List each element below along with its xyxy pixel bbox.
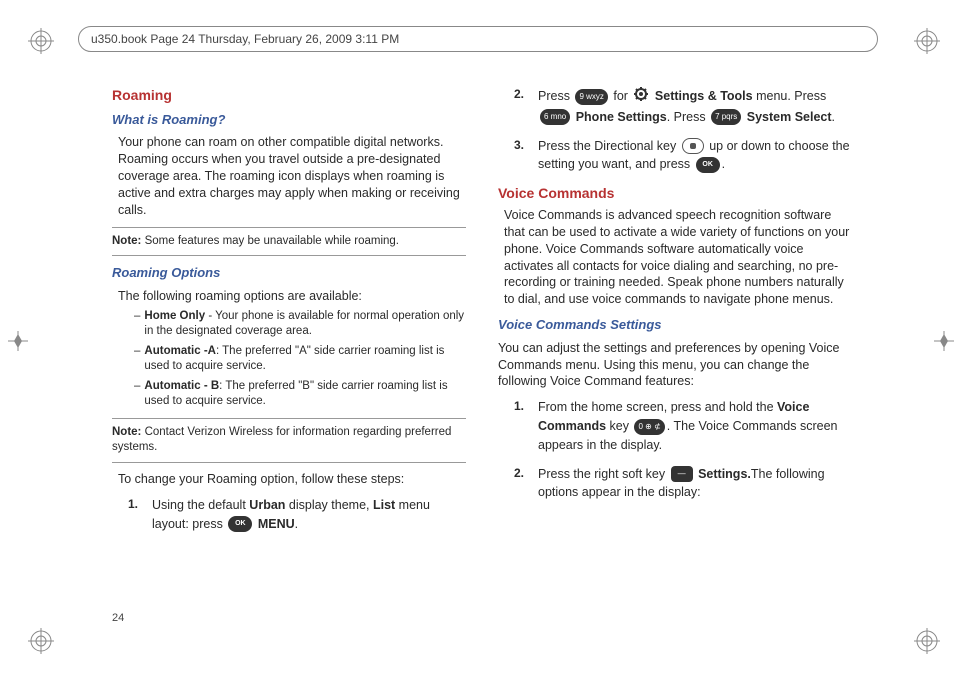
step-body: Press the Directional key up or down to … bbox=[538, 137, 852, 175]
note-text: Some features may be unavailable while r… bbox=[141, 235, 399, 247]
opt-label: Home Only bbox=[144, 310, 205, 322]
option-automatic-b: – Automatic - B: The preferred "B" side … bbox=[134, 379, 466, 410]
page-content: Roaming What is Roaming? Your phone can … bbox=[112, 86, 852, 543]
vc-step-2: 2. Press the right soft key — Settings.T… bbox=[514, 465, 852, 503]
key-9-icon: 9 wxyz bbox=[575, 89, 607, 105]
text: Press the Directional key bbox=[538, 139, 680, 153]
step-body: Press 9 wxyz for Settings & Tools menu. … bbox=[538, 86, 852, 127]
roaming-step-2: 2. Press 9 wxyz for Settings & Tools men… bbox=[514, 86, 852, 127]
text: . bbox=[832, 110, 835, 124]
voice-commands-settings-body: You can adjust the settings and preferen… bbox=[498, 340, 852, 391]
crop-mark-tr bbox=[914, 28, 940, 54]
system-select-label: System Select bbox=[743, 110, 831, 124]
text: display theme, bbox=[285, 498, 373, 512]
ok-key-icon: OK bbox=[228, 516, 252, 532]
what-is-roaming-heading: What is Roaming? bbox=[112, 111, 466, 129]
gear-icon bbox=[633, 86, 649, 108]
text: Press the right soft key bbox=[538, 467, 669, 481]
roaming-steps: 1. Using the default Urban display theme… bbox=[128, 496, 466, 534]
text: . Press bbox=[667, 110, 709, 124]
menu-label: MENU bbox=[254, 517, 294, 531]
dash-icon: – bbox=[134, 379, 140, 410]
opt-label: Automatic -A bbox=[144, 345, 216, 357]
step-number: 2. bbox=[514, 86, 538, 102]
note-roaming-features: Note: Some features may be unavailable w… bbox=[112, 227, 466, 257]
voice-commands-steps: 1. From the home screen, press and hold … bbox=[514, 398, 852, 502]
opt-label: Automatic - B bbox=[144, 380, 219, 392]
text: . bbox=[295, 517, 298, 531]
option-automatic-a: – Automatic -A: The preferred "A" side c… bbox=[134, 344, 466, 375]
note-preferred-systems: Note: Contact Verizon Wireless for infor… bbox=[112, 418, 466, 463]
crop-mark-tl bbox=[28, 28, 54, 54]
key-0-icon: 0 ⊕ ⊄ bbox=[634, 419, 664, 435]
key-6-icon: 6 mno bbox=[540, 109, 570, 125]
text: Press bbox=[538, 89, 573, 103]
roaming-options-list: – Home Only - Your phone is available fo… bbox=[134, 309, 466, 410]
page-number: 24 bbox=[112, 612, 124, 624]
text: menu. Press bbox=[753, 89, 827, 103]
key-7-icon: 7 pqrs bbox=[711, 109, 741, 125]
crop-mark-bl bbox=[28, 628, 54, 654]
crop-mark-br bbox=[914, 628, 940, 654]
note-label: Note: bbox=[112, 235, 141, 247]
softkey-icon: — bbox=[671, 466, 693, 482]
voice-commands-heading: Voice Commands bbox=[498, 184, 852, 203]
vc-step-1: 1. From the home screen, press and hold … bbox=[514, 398, 852, 454]
list-label: List bbox=[373, 498, 395, 512]
registration-mark-left bbox=[8, 331, 28, 351]
directional-key-icon bbox=[682, 138, 704, 154]
registration-mark-right bbox=[934, 331, 954, 351]
what-is-roaming-body: Your phone can roam on other compatible … bbox=[118, 134, 466, 218]
dash-icon: – bbox=[134, 344, 140, 375]
roaming-options-intro: The following roaming options are availa… bbox=[118, 288, 466, 305]
text: for bbox=[610, 89, 632, 103]
right-column: 2. Press 9 wxyz for Settings & Tools men… bbox=[498, 86, 852, 543]
phone-settings-label: Phone Settings bbox=[572, 110, 666, 124]
voice-commands-settings-heading: Voice Commands Settings bbox=[498, 316, 852, 334]
step-number: 1. bbox=[514, 398, 538, 414]
text: Using the default bbox=[152, 498, 249, 512]
urban-label: Urban bbox=[249, 498, 285, 512]
page-header-bar: u350.book Page 24 Thursday, February 26,… bbox=[78, 26, 878, 52]
step-body: From the home screen, press and hold the… bbox=[538, 398, 852, 454]
roaming-options-heading: Roaming Options bbox=[112, 264, 466, 282]
left-column: Roaming What is Roaming? Your phone can … bbox=[112, 86, 466, 543]
voice-commands-body: Voice Commands is advanced speech recogn… bbox=[504, 207, 852, 308]
header-text: u350.book Page 24 Thursday, February 26,… bbox=[91, 32, 399, 46]
roaming-heading: Roaming bbox=[112, 86, 466, 105]
roaming-step-3: 3. Press the Directional key up or down … bbox=[514, 137, 852, 175]
step-number: 2. bbox=[514, 465, 538, 481]
step-body: Using the default Urban display theme, L… bbox=[152, 496, 466, 534]
change-roaming-intro: To change your Roaming option, follow th… bbox=[118, 471, 466, 488]
roaming-step-1: 1. Using the default Urban display theme… bbox=[128, 496, 466, 534]
settings-tools-label: Settings & Tools bbox=[651, 89, 752, 103]
roaming-steps-continued: 2. Press 9 wxyz for Settings & Tools men… bbox=[514, 86, 852, 174]
step-number: 1. bbox=[128, 496, 152, 512]
note-label: Note: bbox=[112, 426, 141, 438]
step-body: Press the right soft key — Settings.The … bbox=[538, 465, 852, 503]
ok-key-icon: OK bbox=[696, 157, 720, 173]
text: From the home screen, press and hold the bbox=[538, 400, 777, 414]
text: . bbox=[722, 157, 725, 171]
settings-label: Settings. bbox=[695, 467, 751, 481]
option-home-only: – Home Only - Your phone is available fo… bbox=[134, 309, 466, 340]
step-number: 3. bbox=[514, 137, 538, 153]
dash-icon: – bbox=[134, 309, 140, 340]
note-text: Contact Verizon Wireless for information… bbox=[112, 426, 451, 454]
text: key bbox=[606, 419, 632, 433]
